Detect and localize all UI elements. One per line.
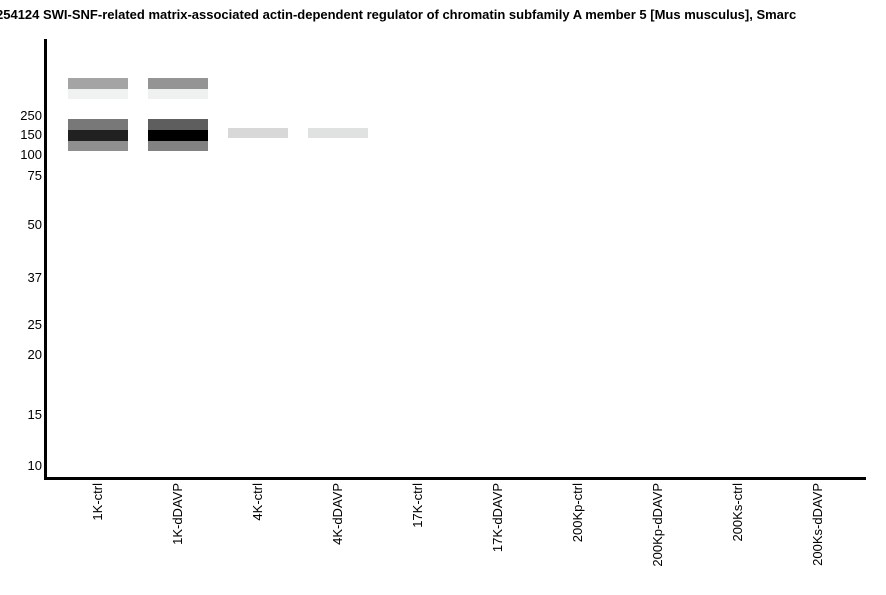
lane-label: 200Ks-dDAVP: [810, 483, 825, 566]
lane-label: 1K-ctrl: [90, 483, 105, 521]
lane-label: 4K-dDAVP: [330, 483, 345, 545]
y-tick-label: 37: [27, 270, 42, 285]
y-axis-line: [44, 39, 47, 480]
x-axis-line: [44, 477, 866, 480]
blot-band: [68, 89, 128, 99]
lane-label: 200Kp-dDAVP: [650, 483, 665, 567]
y-tick-label: 25: [27, 317, 42, 332]
blot-band: [148, 89, 208, 99]
blot-band: [68, 78, 128, 89]
blot-band: [148, 141, 208, 151]
lane-label: 4K-ctrl: [250, 483, 265, 521]
y-tick-label: 50: [27, 217, 42, 232]
blot-band: [68, 130, 128, 141]
y-tick-label: 75: [27, 168, 42, 183]
blot-band: [308, 128, 368, 138]
blot-band: [148, 130, 208, 141]
blot-band: [148, 119, 208, 130]
y-tick-label: 10: [27, 458, 42, 473]
lane-label: 17K-ctrl: [410, 483, 425, 528]
blot-band: [228, 128, 288, 138]
y-tick-label: 100: [20, 147, 42, 162]
chart-title: 254124 SWI-SNF-related matrix-associated…: [0, 7, 797, 22]
lane-label: 1K-dDAVP: [170, 483, 185, 545]
lane-label: 200Kp-ctrl: [570, 483, 585, 543]
y-tick-label: 15: [27, 407, 42, 422]
blot-band: [148, 78, 208, 89]
blot-band: [68, 119, 128, 130]
blot-band: [68, 141, 128, 151]
lane-label: 17K-dDAVP: [490, 483, 505, 553]
lane-label: 200Ks-ctrl: [730, 483, 745, 542]
y-tick-label: 150: [20, 127, 42, 142]
y-tick-label: 250: [20, 108, 42, 123]
y-tick-label: 20: [27, 347, 42, 362]
